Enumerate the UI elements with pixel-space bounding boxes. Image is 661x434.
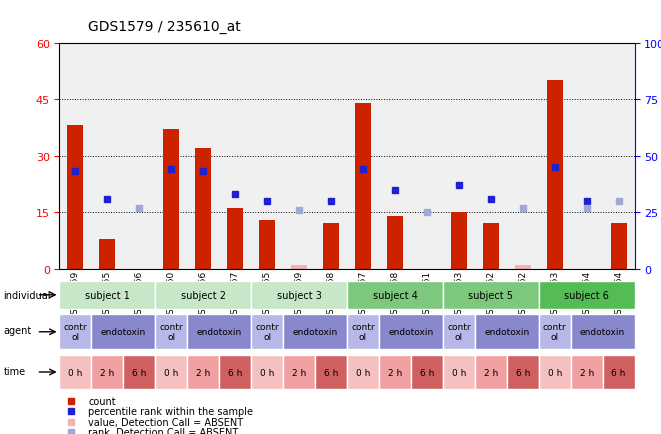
FancyBboxPatch shape — [315, 355, 347, 389]
Text: contr
ol: contr ol — [543, 322, 566, 342]
Text: time: time — [3, 366, 25, 376]
Bar — [67, 126, 83, 269]
Text: 2 h: 2 h — [100, 368, 114, 377]
Bar — [163, 130, 179, 269]
FancyBboxPatch shape — [443, 355, 475, 389]
FancyBboxPatch shape — [475, 314, 539, 350]
Text: contr
ol: contr ol — [159, 322, 183, 342]
Text: subject 4: subject 4 — [373, 290, 417, 300]
FancyBboxPatch shape — [539, 355, 570, 389]
Bar — [195, 149, 212, 269]
Bar — [515, 265, 531, 269]
FancyBboxPatch shape — [347, 355, 379, 389]
FancyBboxPatch shape — [219, 355, 251, 389]
Text: endotoxin: endotoxin — [388, 328, 434, 336]
FancyBboxPatch shape — [507, 355, 539, 389]
Bar — [451, 213, 467, 269]
Text: value, Detection Call = ABSENT: value, Detection Call = ABSENT — [89, 417, 243, 427]
Text: 2 h: 2 h — [388, 368, 402, 377]
Text: 0 h: 0 h — [356, 368, 370, 377]
Text: subject 5: subject 5 — [468, 290, 514, 300]
Text: 6 h: 6 h — [516, 368, 530, 377]
FancyBboxPatch shape — [570, 355, 603, 389]
Text: individual: individual — [3, 290, 51, 300]
FancyBboxPatch shape — [251, 314, 283, 350]
FancyBboxPatch shape — [155, 355, 187, 389]
FancyBboxPatch shape — [539, 282, 635, 309]
FancyBboxPatch shape — [539, 314, 570, 350]
FancyBboxPatch shape — [91, 314, 155, 350]
FancyBboxPatch shape — [603, 355, 635, 389]
Text: endotoxin: endotoxin — [580, 328, 625, 336]
Text: 0 h: 0 h — [451, 368, 466, 377]
Text: 6 h: 6 h — [228, 368, 243, 377]
FancyBboxPatch shape — [570, 314, 635, 350]
Text: subject 6: subject 6 — [564, 290, 609, 300]
FancyBboxPatch shape — [124, 355, 155, 389]
Text: 0 h: 0 h — [547, 368, 562, 377]
FancyBboxPatch shape — [251, 355, 283, 389]
FancyBboxPatch shape — [443, 282, 539, 309]
FancyBboxPatch shape — [475, 355, 507, 389]
Text: endotoxin: endotoxin — [292, 328, 338, 336]
FancyBboxPatch shape — [379, 314, 443, 350]
Text: 6 h: 6 h — [324, 368, 338, 377]
Text: endotoxin: endotoxin — [196, 328, 242, 336]
Bar — [483, 224, 499, 269]
FancyBboxPatch shape — [59, 314, 91, 350]
Bar — [355, 104, 371, 269]
Text: 6 h: 6 h — [420, 368, 434, 377]
FancyBboxPatch shape — [187, 355, 219, 389]
Text: subject 1: subject 1 — [85, 290, 130, 300]
Text: 6 h: 6 h — [611, 368, 626, 377]
Bar — [387, 217, 403, 269]
Text: 0 h: 0 h — [164, 368, 178, 377]
Text: 2 h: 2 h — [580, 368, 594, 377]
FancyBboxPatch shape — [379, 355, 411, 389]
Text: subject 3: subject 3 — [277, 290, 321, 300]
Text: count: count — [89, 396, 116, 406]
FancyBboxPatch shape — [283, 314, 347, 350]
Text: contr
ol: contr ol — [447, 322, 471, 342]
FancyBboxPatch shape — [91, 355, 124, 389]
Text: contr
ol: contr ol — [351, 322, 375, 342]
Text: percentile rank within the sample: percentile rank within the sample — [89, 406, 253, 416]
FancyBboxPatch shape — [411, 355, 443, 389]
FancyBboxPatch shape — [283, 355, 315, 389]
Text: endotoxin: endotoxin — [100, 328, 146, 336]
FancyBboxPatch shape — [347, 314, 379, 350]
Text: contr
ol: contr ol — [255, 322, 279, 342]
Text: subject 2: subject 2 — [180, 290, 226, 300]
Bar — [611, 224, 627, 269]
Text: 0 h: 0 h — [260, 368, 274, 377]
FancyBboxPatch shape — [59, 282, 155, 309]
Bar — [227, 209, 243, 269]
FancyBboxPatch shape — [443, 314, 475, 350]
FancyBboxPatch shape — [155, 314, 187, 350]
Text: 2 h: 2 h — [292, 368, 306, 377]
Text: 0 h: 0 h — [68, 368, 83, 377]
Text: 6 h: 6 h — [132, 368, 147, 377]
Text: 2 h: 2 h — [196, 368, 210, 377]
FancyBboxPatch shape — [155, 282, 251, 309]
FancyBboxPatch shape — [347, 282, 443, 309]
FancyBboxPatch shape — [251, 282, 347, 309]
Bar — [99, 239, 116, 269]
Bar — [291, 265, 307, 269]
FancyBboxPatch shape — [59, 355, 91, 389]
FancyBboxPatch shape — [187, 314, 251, 350]
Bar — [547, 81, 563, 269]
Bar — [323, 224, 339, 269]
Text: agent: agent — [3, 325, 32, 335]
Text: GDS1579 / 235610_at: GDS1579 / 235610_at — [89, 20, 241, 34]
Text: contr
ol: contr ol — [63, 322, 87, 342]
Text: rank, Detection Call = ABSENT: rank, Detection Call = ABSENT — [89, 427, 239, 434]
Bar — [259, 220, 275, 269]
Text: 2 h: 2 h — [484, 368, 498, 377]
Text: endotoxin: endotoxin — [484, 328, 529, 336]
